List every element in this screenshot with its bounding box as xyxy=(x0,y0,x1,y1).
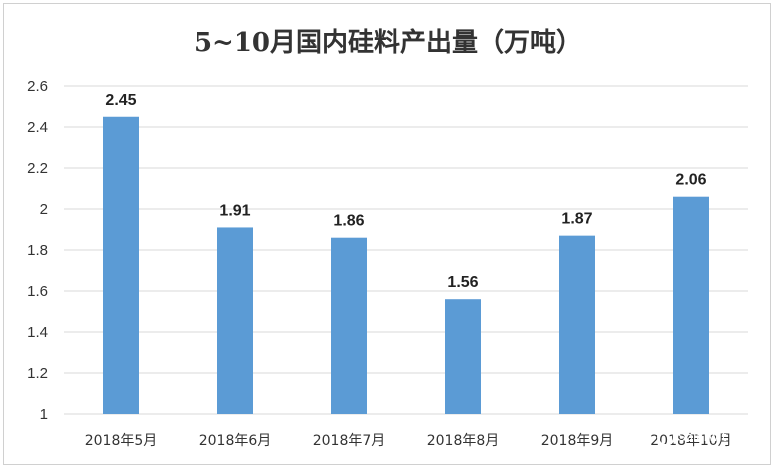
bars xyxy=(103,116,709,414)
y-tick-label: 1.2 xyxy=(27,365,48,382)
watermark-text: Solarwit xyxy=(678,430,727,444)
bar xyxy=(217,227,253,414)
bar xyxy=(559,235,595,414)
bar xyxy=(673,196,709,414)
data-label: 2.06 xyxy=(675,172,706,189)
watermark: Solarwit xyxy=(657,428,727,446)
bar xyxy=(331,237,367,414)
bar xyxy=(103,116,139,414)
y-tick-label: 1 xyxy=(40,406,48,423)
x-tick-label: 2018年5月 xyxy=(85,433,158,449)
x-axis-ticks: 2018年5月 2018年6月 2018年7月 2018年8月 2018年9月 2018年… xyxy=(85,433,732,449)
data-label: 1.56 xyxy=(447,274,478,291)
y-tick-label: 2 xyxy=(40,201,48,218)
y-tick-label: 2.6 xyxy=(27,78,48,95)
x-tick-label: 2018年10月 xyxy=(650,433,731,449)
gridlines xyxy=(64,85,748,415)
data-label: 1.86 xyxy=(333,213,364,230)
y-tick-label: 2.2 xyxy=(27,160,48,177)
y-tick-label: 1.6 xyxy=(27,283,48,300)
y-tick-label: 1.4 xyxy=(27,324,48,341)
x-tick-label: 2018年6月 xyxy=(199,433,272,449)
data-label: 1.91 xyxy=(219,202,250,219)
bar xyxy=(445,299,481,414)
x-tick-label: 2018年7月 xyxy=(313,433,386,449)
data-labels: 2.45 1.91 1.86 1.56 1.87 2.06 xyxy=(105,92,706,291)
x-tick-label: 2018年8月 xyxy=(427,433,500,449)
y-tick-label: 2.4 xyxy=(27,119,48,136)
chart-title: 5~10月国内硅料产出量（万吨） xyxy=(194,28,582,58)
data-label: 2.45 xyxy=(105,92,136,109)
x-tick-label: 2018年9月 xyxy=(541,433,614,449)
y-axis-ticks: 1 1.2 1.4 1.6 1.8 2 2.2 2.4 2.6 xyxy=(27,78,48,423)
y-tick-label: 1.8 xyxy=(27,242,48,259)
wechat-icon xyxy=(657,428,675,446)
data-label: 1.87 xyxy=(561,211,592,228)
